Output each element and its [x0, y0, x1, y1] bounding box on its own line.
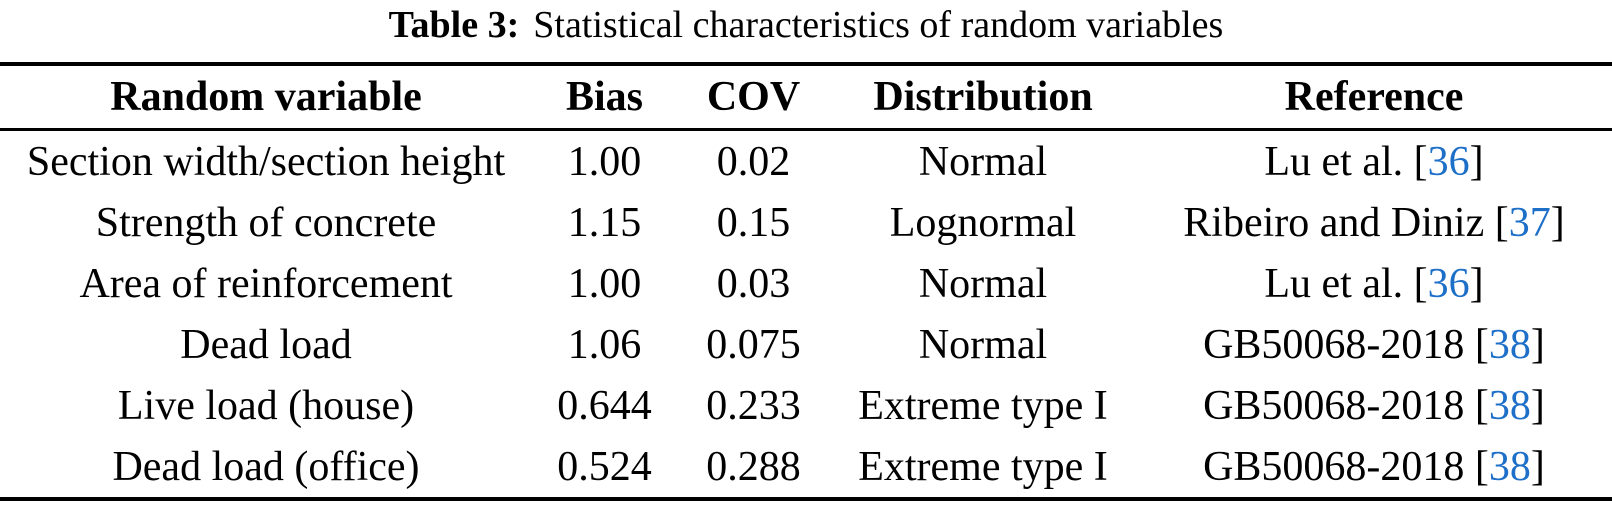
- cell-distribution: Lognormal: [889, 199, 1077, 246]
- reference-text: GB50068-2018: [1203, 382, 1465, 429]
- reference-text: Lu et al.: [1264, 260, 1404, 307]
- cell-cov: 0.02: [716, 138, 791, 185]
- reference-text: GB50068-2018: [1203, 443, 1465, 490]
- reference-text: GB50068-2018: [1203, 321, 1465, 368]
- citation-bracket-close: ]: [1550, 199, 1565, 246]
- column-header-random-variable: Random variable: [0, 64, 532, 131]
- cell-distribution: Extreme type I: [858, 382, 1108, 429]
- reference-text: Ribeiro and Diniz: [1183, 199, 1485, 246]
- citation-bracket-close: ]: [1469, 138, 1484, 185]
- cell-random-variable: Dead load: [180, 321, 352, 368]
- citation-link[interactable]: 36: [1427, 260, 1470, 307]
- cell-bias: 0.644: [557, 382, 652, 429]
- table-caption: Table 3: Statistical characteristics of …: [0, 0, 1612, 62]
- table-row: Section width/section height 1.00 0.02 N…: [0, 130, 1612, 193]
- cell-reference: GB50068-2018 [38]: [1136, 314, 1612, 375]
- citation-bracket-close: ]: [1530, 321, 1545, 368]
- column-header-cov: COV: [677, 64, 830, 131]
- table-row: Strength of concrete 1.15 0.15 Lognormal…: [0, 192, 1612, 253]
- cell-distribution: Normal: [918, 138, 1048, 185]
- cell-bias: 1.00: [567, 260, 642, 307]
- citation-bracket-open: [: [1474, 382, 1489, 429]
- citation-link[interactable]: 36: [1427, 138, 1470, 185]
- statistics-table: Random variable Bias COV Distribution Re…: [0, 62, 1612, 501]
- table-row: Dead load (office) 0.524 0.288 Extreme t…: [0, 436, 1612, 499]
- cell-cov: 0.15: [716, 199, 791, 246]
- cell-reference: GB50068-2018 [38]: [1136, 436, 1612, 499]
- citation-bracket-close: ]: [1469, 260, 1484, 307]
- citation-link[interactable]: 37: [1508, 199, 1551, 246]
- citation-bracket-open: [: [1494, 199, 1509, 246]
- cell-bias: 0.524: [557, 443, 652, 490]
- column-header-bias: Bias: [532, 64, 677, 131]
- cell-cov: 0.233: [706, 382, 801, 429]
- citation-bracket-open: [: [1474, 321, 1489, 368]
- table-row: Dead load 1.06 0.075 Normal GB50068-2018…: [0, 314, 1612, 375]
- citation-link[interactable]: 38: [1488, 321, 1531, 368]
- cell-reference: Ribeiro and Diniz [37]: [1136, 192, 1612, 253]
- cell-reference: Lu et al. [36]: [1136, 130, 1612, 193]
- citation-bracket-close: ]: [1530, 382, 1545, 429]
- cell-cov: 0.075: [706, 321, 801, 368]
- cell-bias: 1.00: [567, 138, 642, 185]
- table-row: Live load (house) 0.644 0.233 Extreme ty…: [0, 375, 1612, 436]
- table-header-row: Random variable Bias COV Distribution Re…: [0, 64, 1612, 131]
- cell-reference: GB50068-2018 [38]: [1136, 375, 1612, 436]
- cell-distribution: Normal: [918, 321, 1048, 368]
- table-header: Random variable Bias COV Distribution Re…: [0, 64, 1612, 131]
- table-caption-label: Table 3:: [388, 4, 520, 46]
- cell-random-variable: Live load (house): [117, 382, 415, 429]
- table-row: Area of reinforcement 1.00 0.03 Normal L…: [0, 253, 1612, 314]
- citation-bracket-open: [: [1474, 443, 1489, 490]
- cell-random-variable: Dead load (office): [112, 443, 420, 490]
- table-body: Section width/section height 1.00 0.02 N…: [0, 130, 1612, 500]
- cell-bias: 1.15: [567, 199, 642, 246]
- cell-random-variable: Section width/section height: [26, 138, 506, 185]
- column-header-distribution: Distribution: [830, 64, 1136, 131]
- reference-text: Lu et al.: [1264, 138, 1404, 185]
- cell-distribution: Extreme type I: [858, 443, 1108, 490]
- table-caption-text: Statistical characteristics of random va…: [533, 4, 1224, 46]
- cell-bias: 1.06: [567, 321, 642, 368]
- citation-bracket-open: [: [1413, 138, 1428, 185]
- citation-bracket-open: [: [1413, 260, 1428, 307]
- cell-cov: 0.288: [706, 443, 801, 490]
- cell-reference: Lu et al. [36]: [1136, 253, 1612, 314]
- citation-link[interactable]: 38: [1488, 443, 1531, 490]
- cell-cov: 0.03: [716, 260, 791, 307]
- cell-distribution: Normal: [918, 260, 1048, 307]
- citation-bracket-close: ]: [1530, 443, 1545, 490]
- cell-random-variable: Strength of concrete: [95, 199, 437, 246]
- cell-random-variable: Area of reinforcement: [79, 260, 453, 307]
- citation-link[interactable]: 38: [1488, 382, 1531, 429]
- column-header-reference: Reference: [1136, 64, 1612, 131]
